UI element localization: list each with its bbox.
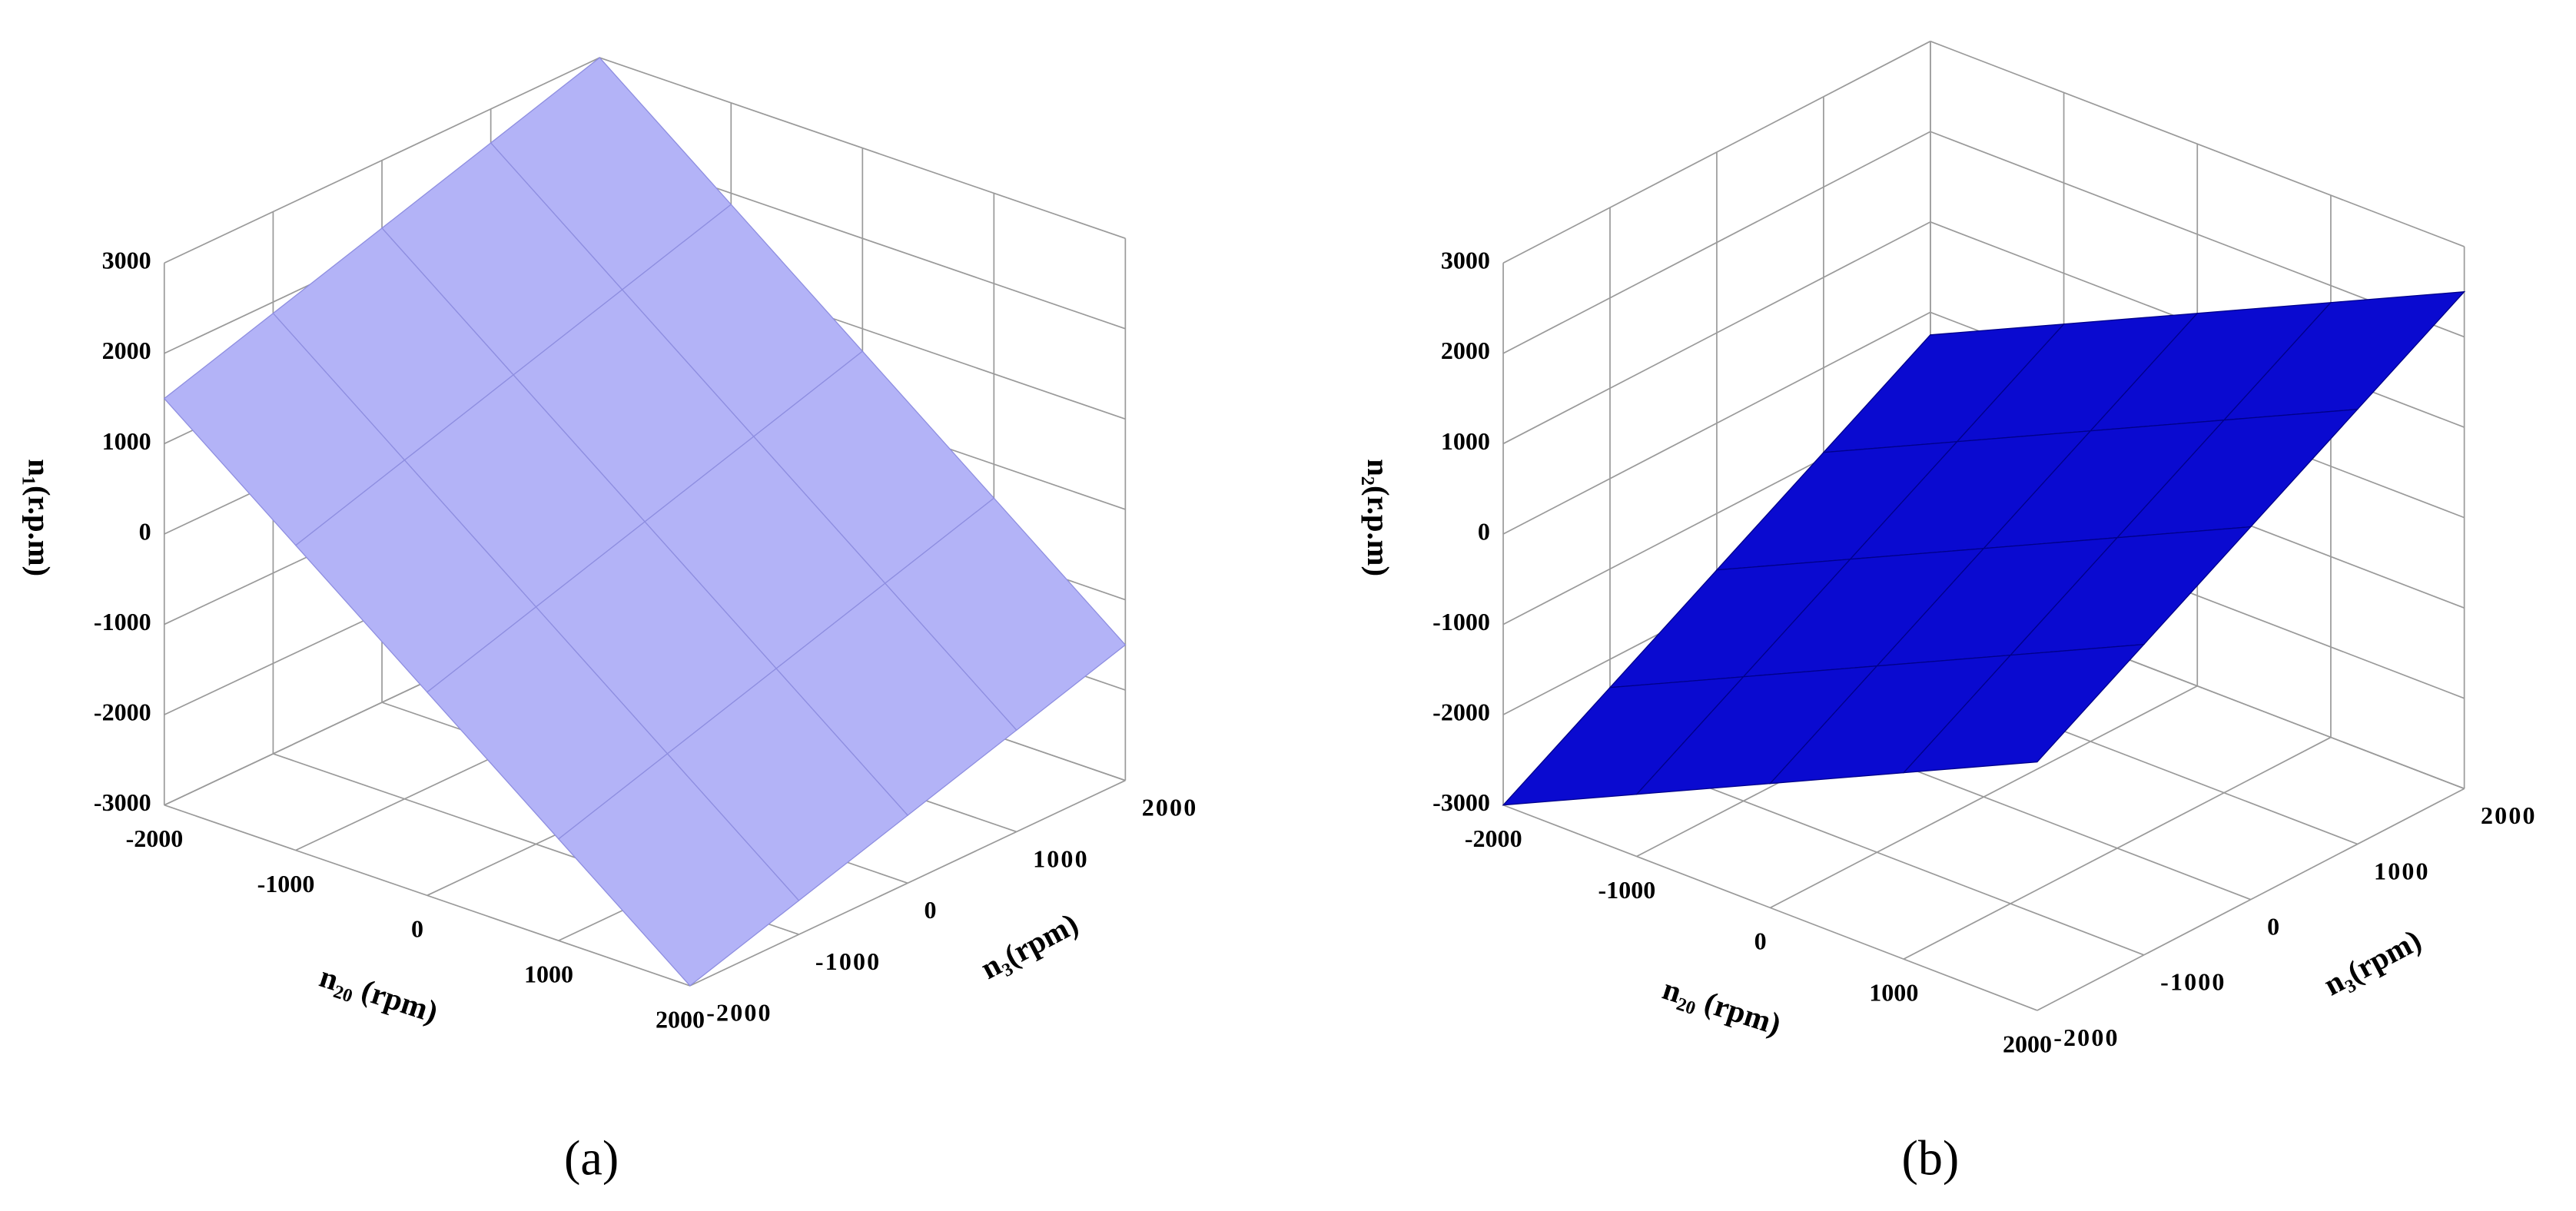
z-tick-label: -2000 (94, 698, 151, 726)
x-tick-label: -1000 (257, 870, 315, 897)
x-tick-label: 1000 (1869, 979, 1918, 1007)
surface-cell (1902, 643, 2146, 774)
y-tick-label: 1000 (2374, 857, 2430, 884)
y-tick-label: -1000 (2160, 968, 2226, 996)
x-tick-label: -2000 (1465, 824, 1522, 852)
grid-line (1930, 40, 2465, 247)
y-tick-label: 0 (924, 896, 938, 924)
grid-line (1502, 40, 1931, 264)
y-tick-label: -2000 (706, 999, 772, 1027)
grid-line (164, 57, 600, 264)
grid-line (1502, 131, 1931, 354)
z-tick-label: 0 (139, 517, 151, 545)
grid-line (1903, 736, 2332, 960)
y-tick-label: 0 (2267, 912, 2281, 940)
x-tick-label: 2000 (2003, 1030, 2052, 1057)
z-tick-label: 3000 (102, 247, 151, 274)
z-tick-label: 1000 (102, 427, 151, 455)
x-tick-label: 1000 (524, 960, 573, 987)
surface-cell (557, 753, 800, 987)
z-tick-label: -3000 (1432, 788, 1490, 816)
x-tick-label: 2000 (656, 1005, 705, 1033)
z-tick-label: -3000 (94, 788, 151, 816)
z-tick-label: 2000 (1441, 337, 1490, 364)
x-tick-label: 0 (1754, 927, 1767, 955)
z-axis-title: n₁(r.p.m) (22, 459, 57, 576)
panel-label: (b) (1901, 1130, 1959, 1185)
z-tick-label: 1000 (1441, 427, 1490, 455)
panel-label: (a) (564, 1130, 619, 1185)
grid-line (599, 57, 1126, 240)
y-tick-label: 2000 (2481, 801, 2537, 829)
z-tick-label: -2000 (1432, 698, 1490, 726)
z-tick-label: 2000 (102, 337, 151, 364)
y-tick-label: -2000 (2053, 1024, 2119, 1051)
z-axis-title: n₂(r.p.m) (1361, 459, 1396, 576)
y-tick-label: 2000 (1142, 794, 1198, 821)
y-tick-label: -1000 (815, 947, 881, 975)
grid-line (2037, 788, 2465, 1011)
x-tick-label: -1000 (1598, 876, 1656, 904)
x-tick-label: -2000 (126, 824, 184, 852)
grid-line (1502, 221, 1931, 445)
grid-line (1502, 311, 1931, 535)
z-tick-label: -1000 (1432, 608, 1490, 635)
y-tick-label: 1000 (1033, 844, 1089, 872)
z-tick-label: 0 (1478, 517, 1490, 545)
grid-line (689, 779, 1126, 987)
z-tick-label: 3000 (1441, 247, 1490, 274)
grid-line (1770, 685, 2198, 909)
z-tick-label: -1000 (94, 608, 151, 635)
x-tick-label: 0 (411, 915, 423, 943)
